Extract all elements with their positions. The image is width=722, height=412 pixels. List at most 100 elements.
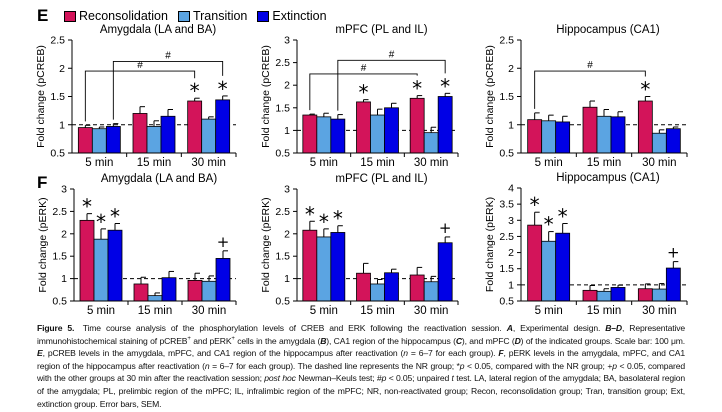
bar-reconsolidation bbox=[187, 100, 203, 154]
y-tick-label: 1.5 bbox=[52, 251, 67, 263]
chart-F-amygdala: Amygdala (LA and BA) Fold change (pERK)0.… bbox=[37, 173, 237, 317]
caption-run: , pERK levels in the amygdala, mPFC, and… bbox=[37, 348, 685, 371]
chart-E-mpfc: mPFC (PL and IL) Fold change (pCREB)0.5 1 1… bbox=[260, 24, 459, 169]
caption-run: , Representative immunohistochemical sta… bbox=[37, 323, 686, 346]
bar-reconsolidation bbox=[527, 224, 543, 302]
bar-extinction bbox=[330, 118, 346, 154]
caption-run: ) of the indicated groups. Scale bar: 10… bbox=[520, 335, 686, 346]
y-axis-label: Fold change (pCREB) bbox=[260, 45, 272, 148]
chart-E-hippocampus: Hippocampus (CA1) Fold change (pCREB)0.5 1… bbox=[484, 24, 688, 169]
caption-run: p bbox=[459, 360, 465, 371]
bar-transition bbox=[370, 283, 385, 302]
x-tick-label: 15 min bbox=[138, 305, 173, 317]
significance-star: * bbox=[82, 195, 92, 219]
x-tick-label: 15 min bbox=[587, 305, 622, 317]
significance-star: * bbox=[333, 207, 343, 231]
bar-transition bbox=[201, 118, 217, 154]
y-tick-label: 3 bbox=[284, 35, 290, 47]
legend-item-reconsolidation: Reconsolidation bbox=[64, 9, 168, 23]
chart-title: mPFC (PL and IL) bbox=[335, 24, 427, 36]
caption-run: , Experimental design. bbox=[512, 323, 606, 333]
chart-E-amygdala: Amygdala (LA and BA) Fold change (pCREB)0… bbox=[35, 24, 237, 169]
chart-title: mPFC (PL and IL) bbox=[335, 173, 427, 185]
bar-extinction bbox=[437, 242, 453, 302]
significance-star: * bbox=[218, 77, 228, 101]
y-tick-label: 2 bbox=[508, 247, 514, 259]
legend-label: Transition bbox=[192, 9, 248, 23]
y-tick-label: 1 bbox=[61, 273, 67, 285]
x-tick-label: 5 min bbox=[535, 157, 563, 169]
caption-run: B–D bbox=[605, 323, 622, 333]
y-tick-label: 0.5 bbox=[275, 296, 290, 308]
caption-run: n bbox=[204, 360, 210, 371]
x-tick-label: 15 min bbox=[360, 157, 395, 169]
bar-extinction bbox=[160, 115, 176, 154]
x-tick-label: 30 min bbox=[191, 157, 226, 169]
caption-run: Time course analysis of the phosphorylat… bbox=[74, 323, 507, 333]
caption-run: < 0.05; unpaired bbox=[386, 373, 452, 384]
y-tick-label: 2.5 bbox=[499, 231, 514, 243]
y-tick-label: 2.5 bbox=[499, 35, 514, 47]
bar-transition bbox=[596, 115, 612, 154]
bar-reconsolidation bbox=[527, 119, 543, 154]
chart-title: Amygdala (LA and BA) bbox=[100, 24, 217, 36]
y-tick-label: 1.5 bbox=[275, 102, 290, 114]
legend-swatch bbox=[257, 10, 270, 22]
bar-transition bbox=[651, 288, 667, 302]
significance-plus: + bbox=[667, 244, 680, 262]
bar-reconsolidation bbox=[77, 127, 93, 154]
bracket-label: # bbox=[137, 60, 143, 71]
y-tick-label: 1.5 bbox=[499, 263, 514, 275]
bar-transition bbox=[91, 128, 107, 154]
y-tick-label: 0.5 bbox=[275, 148, 290, 160]
bar-transition bbox=[201, 280, 217, 302]
bar-extinction bbox=[215, 258, 231, 302]
significance-bracket bbox=[534, 70, 646, 109]
significance-star: * bbox=[305, 202, 315, 226]
bar-reconsolidation bbox=[637, 288, 653, 302]
bar-extinction bbox=[555, 232, 571, 302]
panel-label-f: F bbox=[37, 173, 48, 192]
x-tick-label: 30 min bbox=[192, 305, 227, 317]
legend-label: Reconsolidation bbox=[79, 9, 168, 23]
y-tick-label: 2.5 bbox=[275, 206, 290, 218]
y-tick-label: 2.5 bbox=[275, 57, 290, 69]
x-tick-label: 15 min bbox=[137, 157, 172, 169]
caption-run: p bbox=[381, 373, 387, 384]
y-tick-label: 2 bbox=[284, 80, 290, 92]
x-tick-label: 15 min bbox=[360, 305, 395, 317]
y-tick-label: 0.5 bbox=[52, 296, 67, 308]
chart-title: Amygdala (LA and BA) bbox=[101, 173, 218, 185]
bar-extinction bbox=[215, 99, 231, 154]
bar-extinction bbox=[107, 229, 123, 302]
chart-title: Hippocampus (CA1) bbox=[556, 24, 660, 36]
significance-star: * bbox=[530, 193, 540, 217]
caption-run: n bbox=[403, 348, 408, 359]
legend-item-extinction: Extinction bbox=[257, 9, 327, 23]
y-tick-label: 1.5 bbox=[50, 91, 65, 103]
bar-reconsolidation bbox=[302, 114, 318, 154]
bar-extinction bbox=[330, 232, 346, 302]
y-tick-label: 3.5 bbox=[499, 199, 514, 211]
caption-run: post hoc bbox=[264, 373, 296, 384]
x-tick-label: 5 min bbox=[535, 305, 563, 317]
caption-run: Figure 5. bbox=[37, 323, 75, 333]
y-tick-label: 0.5 bbox=[499, 296, 514, 308]
caption-run: A bbox=[506, 323, 513, 333]
x-tick-label: 5 min bbox=[85, 157, 113, 169]
legend-label: Extinction bbox=[272, 9, 327, 23]
caption-run: + bbox=[187, 335, 191, 342]
bar-transition bbox=[316, 116, 332, 154]
x-tick-label: 30 min bbox=[414, 157, 449, 169]
caption-run: cells in the amygdala ( bbox=[234, 335, 321, 346]
significance-star: * bbox=[640, 78, 650, 102]
y-axis-label: Fold change (pERK) bbox=[37, 197, 49, 292]
significance-bracket bbox=[84, 70, 196, 122]
bar-extinction bbox=[384, 107, 399, 154]
bar-extinction bbox=[610, 116, 626, 154]
bracket-label: # bbox=[361, 63, 367, 74]
bar-transition bbox=[596, 290, 612, 302]
caption-run: Newman–Keuls test; # bbox=[295, 373, 382, 384]
bar-transition bbox=[147, 295, 163, 302]
bar-transition bbox=[541, 240, 557, 302]
